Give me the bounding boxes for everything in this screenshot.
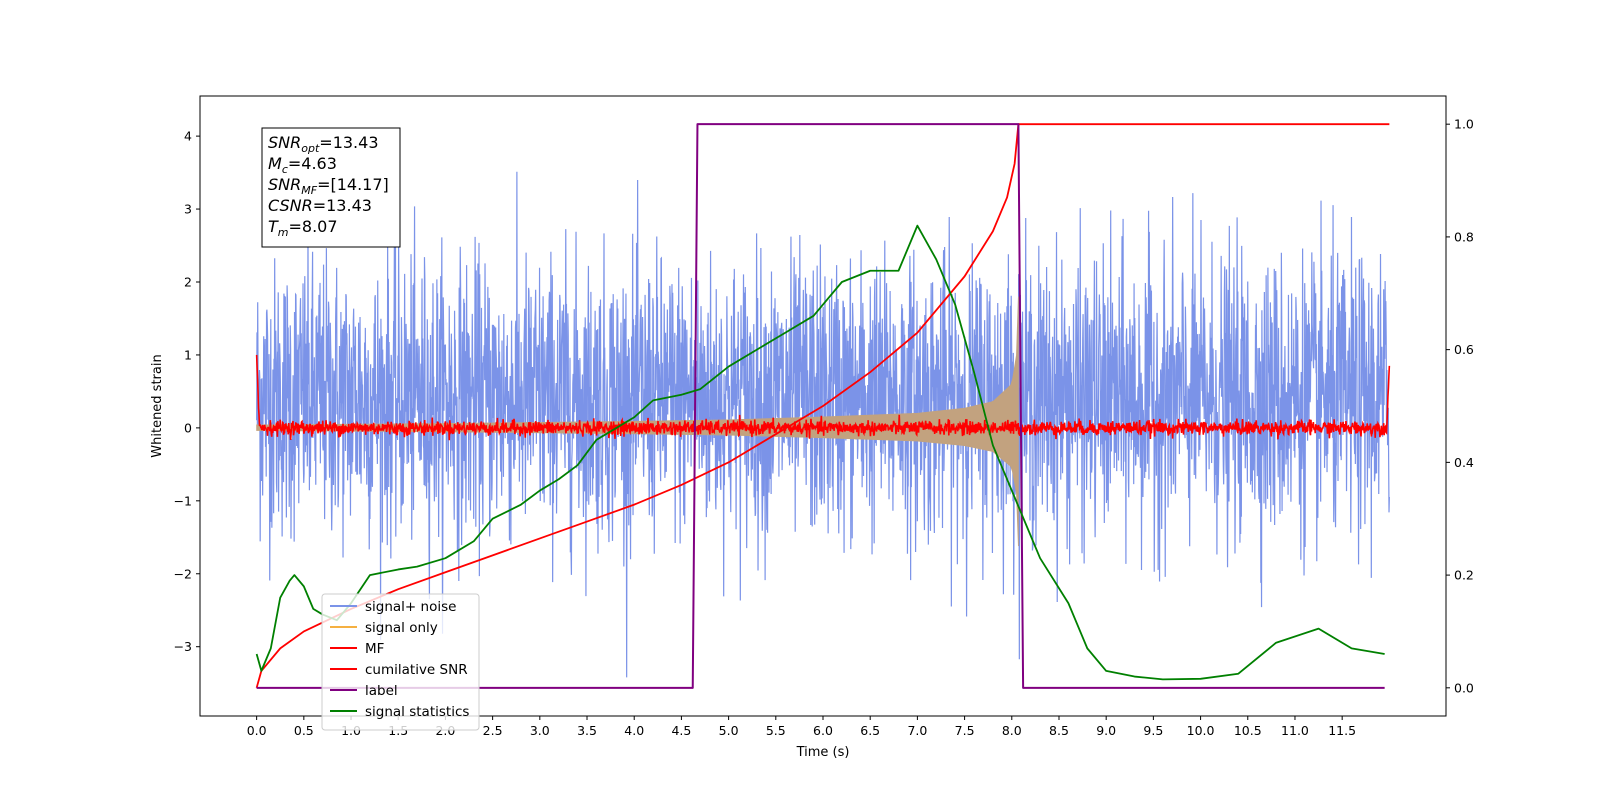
x-tick-label: 11.5 (1328, 723, 1356, 738)
legend-label: label (365, 683, 398, 699)
series-signal-only-fill (256, 296, 1019, 547)
y2-tick-label: 0.0 (1454, 680, 1474, 695)
x-tick-label: 3.0 (530, 723, 550, 738)
info-symbol: SNR (268, 175, 301, 194)
x-tick-label: 7.0 (907, 723, 927, 738)
y-tick-label: 3 (184, 202, 192, 217)
info-box-line: SNRopt=13.43 (268, 133, 379, 155)
legend-label: MF (365, 641, 384, 657)
y-axis-right: 0.0 0.2 0.4 0.6 0.8 1.0 (1446, 117, 1474, 695)
info-value: =4.63 (288, 154, 337, 173)
y2-tick-label: 0.4 (1454, 455, 1474, 470)
x-tick-label: 4.0 (624, 723, 644, 738)
x-tick-label: 0.5 (294, 723, 314, 738)
info-subscript: opt (301, 142, 320, 155)
info-box-frame (261, 127, 401, 248)
info-value: =8.07 (289, 217, 338, 236)
y-tick-label: 2 (184, 275, 192, 290)
x-tick-label: 7.5 (955, 723, 975, 738)
legend-frame (321, 593, 480, 731)
y-tick-label: −2 (174, 566, 192, 581)
series-mf-line (255, 354, 1391, 441)
y2-tick-label: 0.8 (1454, 229, 1474, 244)
y-tick-label: −1 (174, 493, 192, 508)
legend-label: signal+ noise (365, 599, 456, 615)
info-value: =[14.17] (317, 175, 389, 194)
x-tick-label: 0.0 (247, 723, 267, 738)
info-subscript: m (278, 226, 289, 239)
info-box-line: Tm=8.07 (268, 217, 338, 239)
info-symbol: T (268, 217, 279, 236)
y-tick-label: 0 (184, 420, 192, 435)
legend-label: signal only (365, 620, 438, 636)
x-axis-label: Time (s) (796, 745, 850, 760)
y-axis-label: Whitened strain (150, 354, 165, 457)
y2-tick-label: 1.0 (1454, 117, 1474, 132)
x-tick-label: 10.0 (1187, 723, 1215, 738)
info-symbol: CSNR (268, 196, 313, 215)
info-box-line: Mc=4.63 (268, 154, 337, 176)
x-tick-label: 8.5 (1049, 723, 1069, 738)
info-symbol: M (268, 154, 282, 173)
info-value: =13.43 (313, 196, 372, 215)
series-label-line (256, 123, 1385, 689)
y-tick-label: −3 (174, 639, 192, 654)
y-axis-left: −3 −2 −1 0 1 2 3 4 (174, 129, 200, 654)
info-box-line: SNRMF=[14.17] (268, 175, 389, 197)
x-tick-label: 5.0 (719, 723, 739, 738)
y2-tick-label: 0.6 (1454, 342, 1474, 357)
x-tick-label: 6.0 (813, 723, 833, 738)
info-box: SNRopt=13.43Mc=4.63SNRMF=[14.17]CSNR=13.… (261, 127, 401, 248)
x-tick-label: 4.5 (671, 723, 691, 738)
y-tick-label: 4 (184, 129, 192, 144)
x-tick-label: 9.5 (1143, 723, 1163, 738)
x-tick-label: 9.0 (1096, 723, 1116, 738)
series-signal-noise-line (256, 171, 1390, 678)
x-tick-label: 8.0 (1002, 723, 1022, 738)
y2-tick-label: 0.2 (1454, 568, 1474, 583)
legend-label: signal statistics (365, 704, 469, 720)
info-symbol: SNR (268, 133, 301, 152)
legend-label: cumilative SNR (365, 662, 468, 678)
y-tick-label: 1 (184, 347, 192, 362)
x-tick-label: 6.5 (860, 723, 880, 738)
x-tick-label: 3.5 (577, 723, 597, 738)
x-tick-label: 5.5 (766, 723, 786, 738)
legend: signal+ noise signal only MF cumilative SNR… (321, 593, 480, 731)
x-tick-label: 2.5 (483, 723, 503, 738)
info-subscript: c (282, 163, 288, 176)
info-box-line: CSNR=13.43 (268, 196, 372, 215)
x-tick-label: 10.5 (1234, 723, 1262, 738)
info-subscript: MF (301, 184, 317, 197)
x-tick-label: 11.0 (1281, 723, 1309, 738)
info-value: =13.43 (319, 133, 378, 152)
